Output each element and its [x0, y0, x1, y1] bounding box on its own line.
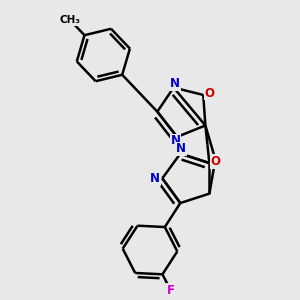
Text: N: N [150, 172, 160, 185]
Text: O: O [210, 155, 220, 168]
Text: N: N [170, 134, 180, 147]
Text: N: N [176, 142, 186, 155]
Text: CH₃: CH₃ [59, 15, 80, 25]
Text: N: N [170, 77, 180, 90]
Text: O: O [204, 87, 214, 100]
Text: F: F [167, 284, 175, 297]
